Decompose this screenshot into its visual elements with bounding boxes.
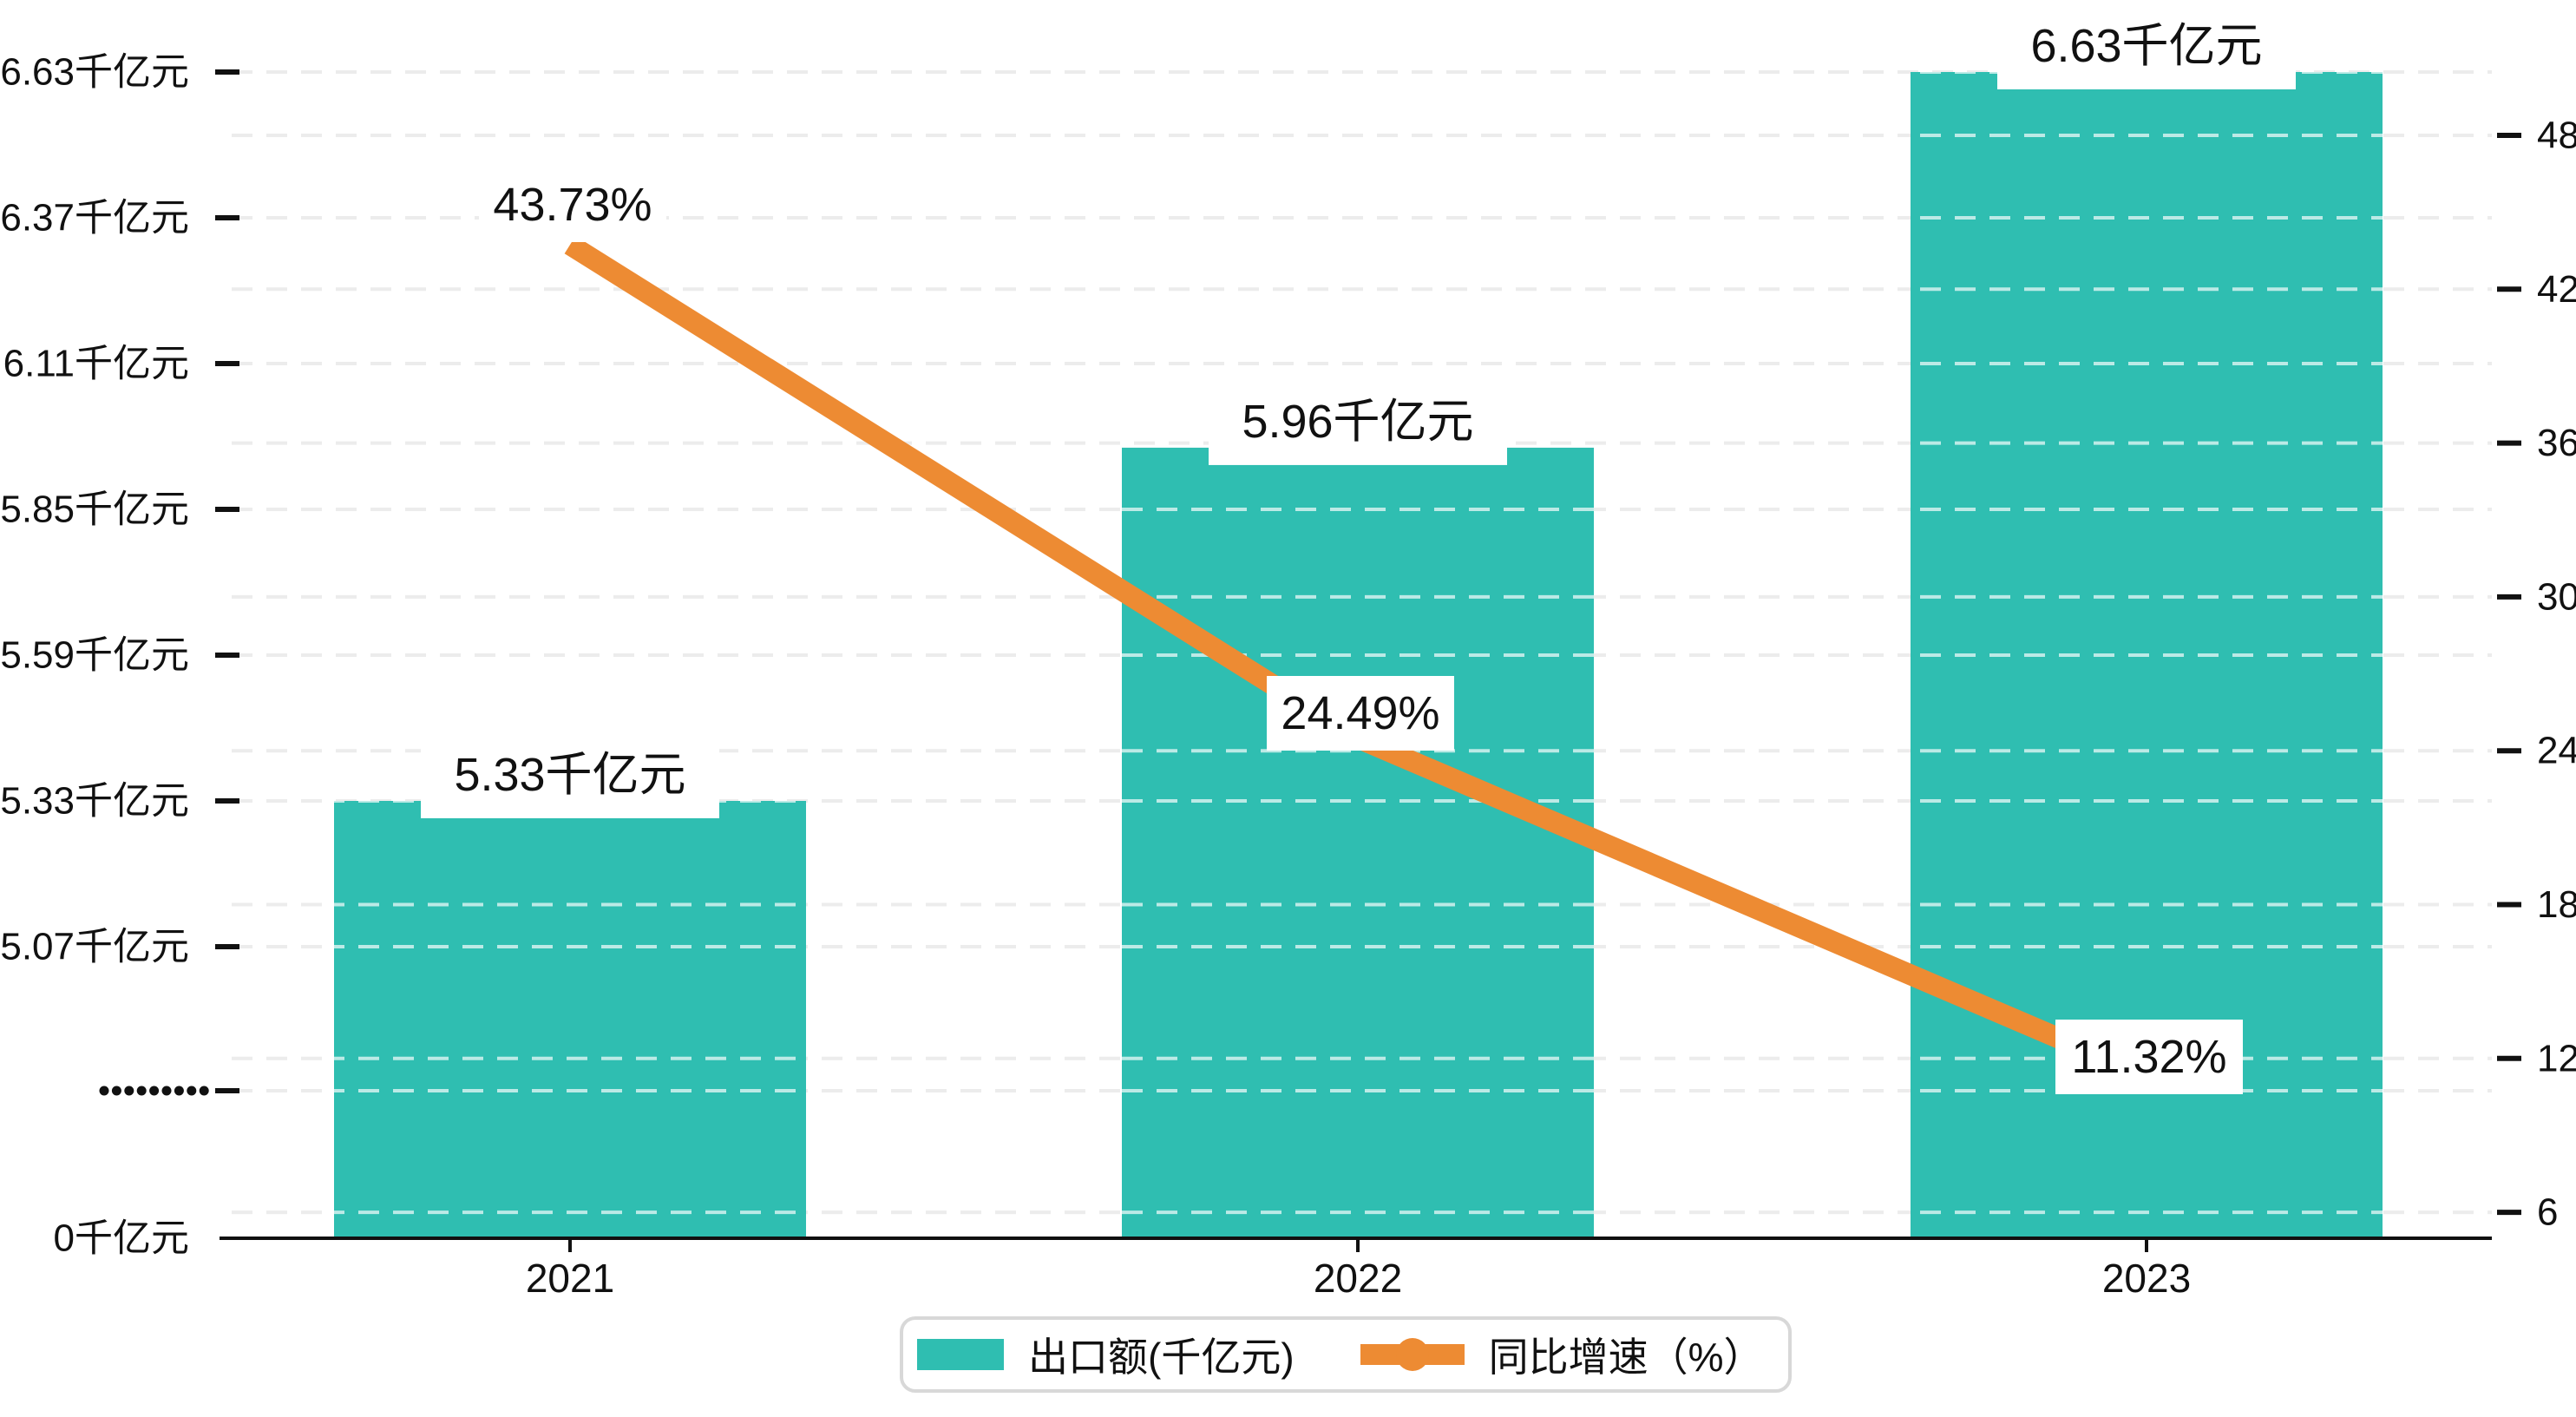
line-value-label: 43.73% [493,179,652,231]
left-zero-label: 0千亿元 [54,1217,189,1260]
bar-value-label-box [1997,3,2296,89]
left-tick-label: 5.59千亿元 [0,634,189,677]
bar-value-label: 5.33千亿元 [454,749,685,801]
right-tick-label: 24 [2537,730,2576,772]
left-tick-label: 5.33千亿元 [0,780,189,823]
bar-value-label-box [421,731,719,818]
axis-break-dot [161,1086,172,1096]
x-tick-label: 2023 [2102,1256,2191,1301]
legend-bar-swatch-icon [917,1339,1004,1370]
bar-value-label: 6.63千亿元 [2030,20,2262,72]
left-tick-label: 6.11千亿元 [3,343,189,385]
bar-2021 [334,801,806,1238]
line-value-label: 11.32% [2071,1031,2226,1083]
right-tick-label: 30 [2537,575,2576,618]
bar-value-label: 5.96千亿元 [1242,396,1473,448]
left-tick-label: 5.85千亿元 [0,489,189,531]
legend-label-export: 出口额(千亿元) [1028,1335,1295,1380]
legend-label-growth: 同比增速（%） [1488,1335,1764,1380]
legend-dot-icon [1395,1338,1429,1371]
legend-box: 出口额(千亿元) 同比增速（%） [900,1316,1792,1393]
axis-break-dot [111,1086,121,1096]
axis-break-dot [136,1086,147,1096]
axis-break-dot [187,1086,197,1096]
right-tick-label: 36 [2537,422,2576,464]
bar-value-label-box [1209,377,1507,465]
right-tick-label: 12 [2537,1037,2576,1079]
legend-line-dot-icon [1360,1337,1465,1372]
axis-break-dot [199,1086,209,1096]
axis-break-dot [174,1086,184,1096]
left-tick-label: 6.63千亿元 [0,51,189,94]
line-value-label-box [2055,1020,2243,1094]
axis-break-dot [149,1086,160,1096]
right-tick-label: 18 [2537,883,2576,926]
axis-break-dot [99,1086,109,1096]
right-tick-label: 48 [2537,115,2576,157]
left-tick-label: 6.37千亿元 [0,197,189,239]
axis-break-dot [124,1086,134,1096]
line-value-label: 24.49% [1281,687,1439,739]
line-value-label-box [479,167,666,242]
line-value-label-box [1267,676,1454,751]
left-tick-label: 5.07千亿元 [0,926,189,968]
x-tick-label: 2022 [1314,1256,1402,1301]
bar-2022 [1122,447,1594,1238]
x-tick-label: 2021 [526,1256,614,1301]
right-tick-label: 42 [2537,268,2576,311]
right-tick-label: 6 [2537,1191,2558,1234]
